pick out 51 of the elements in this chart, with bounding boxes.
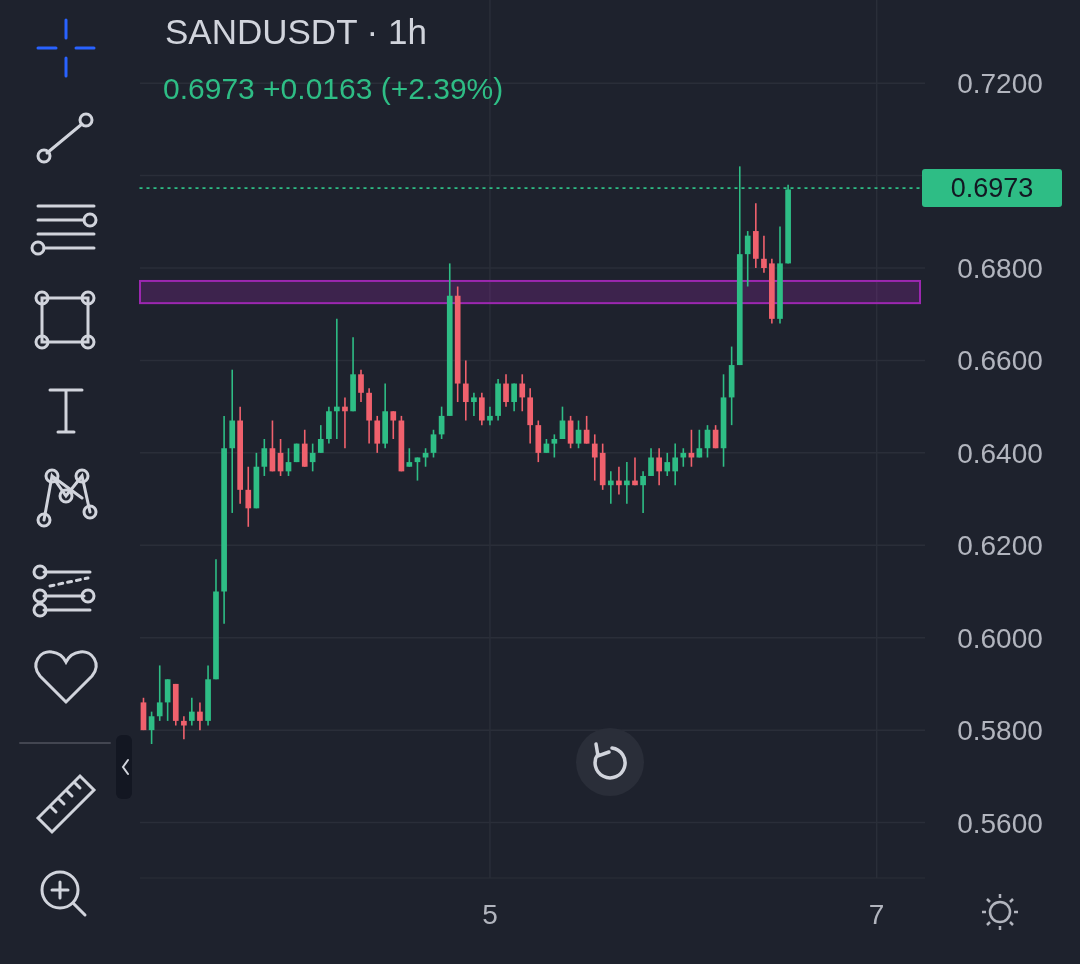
candlestick <box>197 701 203 731</box>
candlestick <box>333 318 340 440</box>
candlestick <box>188 696 195 727</box>
candlestick <box>156 664 163 722</box>
candlestick <box>519 373 526 413</box>
y-tick-label: 0.7200 <box>957 68 1043 100</box>
x-tick-label: 7 <box>868 899 885 930</box>
chart-title: SANDUSDT · 1h <box>165 12 427 51</box>
y-tick-label: 0.6800 <box>957 253 1043 285</box>
candlestick <box>591 433 598 482</box>
candlestick <box>309 442 316 473</box>
candlestick <box>648 447 654 477</box>
candlestick <box>656 447 662 487</box>
candlestick <box>487 405 493 426</box>
candlestick <box>406 447 413 468</box>
y-tick-label: 0.6200 <box>957 530 1043 562</box>
candlestick <box>414 456 421 482</box>
ref-line-label: 0.6973 <box>950 173 1034 204</box>
candlestick <box>551 433 558 459</box>
candlestick <box>511 382 517 413</box>
y-tick-label: 0.5600 <box>957 807 1043 839</box>
candlestick <box>640 470 646 514</box>
candlestick <box>503 373 509 408</box>
candlestick <box>245 465 252 528</box>
x-tick-label: 5 <box>482 899 498 930</box>
candlestick <box>624 461 630 505</box>
y-tick-label: 0.5800 <box>957 715 1043 747</box>
candlestick <box>632 456 638 487</box>
candlestick <box>462 359 469 422</box>
candlestick <box>607 470 614 505</box>
candlestick <box>744 230 751 288</box>
candlestick <box>664 452 671 477</box>
candlestick <box>672 442 679 487</box>
candlestick <box>761 234 767 274</box>
candlestick <box>374 415 381 454</box>
y-tick-label: 0.6600 <box>957 345 1043 377</box>
text: 0.6973 +0.0163 (+2.39%) <box>163 72 504 105</box>
candlestick <box>317 424 324 454</box>
candlestick <box>471 391 477 417</box>
candlestick <box>430 428 437 459</box>
y-tick-label: 0.6000 <box>957 622 1043 654</box>
candlestick <box>358 368 364 403</box>
candlestick <box>680 447 687 468</box>
candlestick <box>301 428 308 468</box>
candlestick <box>342 396 348 450</box>
candlestick <box>479 391 485 426</box>
candlestick <box>181 715 187 741</box>
candlestick <box>390 410 397 440</box>
candlestick <box>261 438 268 477</box>
y-tick-label: 0.6400 <box>957 437 1043 469</box>
candlestick <box>616 465 622 496</box>
